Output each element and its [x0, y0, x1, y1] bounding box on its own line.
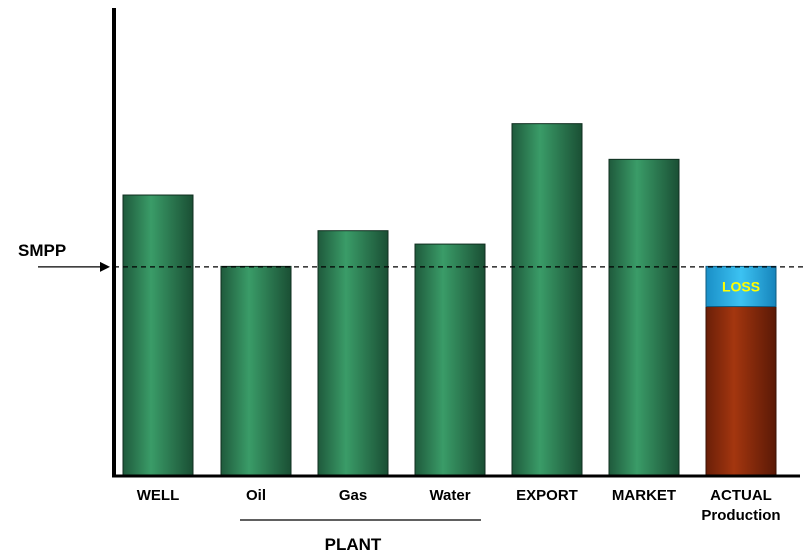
- tick-label-well: WELL: [137, 487, 180, 504]
- bar-oil: [220, 265, 292, 477]
- tick-label-gas: Gas: [339, 487, 367, 504]
- plant-group-label: PLANT: [325, 535, 382, 554]
- smpp-arrow-head: [100, 261, 110, 272]
- bar-loss-segment: [705, 265, 777, 308]
- tick-label-export: EXPORT: [516, 487, 578, 504]
- smpp-label: SMPP: [18, 241, 66, 260]
- bar-actual-production: [705, 306, 777, 477]
- loss-label: LOSS: [722, 278, 760, 294]
- bars-layer: LOSS: [122, 123, 777, 477]
- tick-label-water: Water: [429, 487, 470, 504]
- tick-label-market: MARKET: [612, 487, 676, 504]
- tick-labels: WELL Oil Gas Water EXPORT MARKET ACTUAL Product…: [137, 487, 781, 524]
- bar-market: [608, 158, 680, 477]
- bar-water: [414, 243, 486, 477]
- bar-gas: [317, 230, 389, 477]
- bar-well: [122, 194, 194, 477]
- bar-export: [511, 123, 583, 477]
- tick-label-oil: Oil: [246, 487, 266, 504]
- tick-label-actual-production: ACTUAL Production: [701, 487, 780, 524]
